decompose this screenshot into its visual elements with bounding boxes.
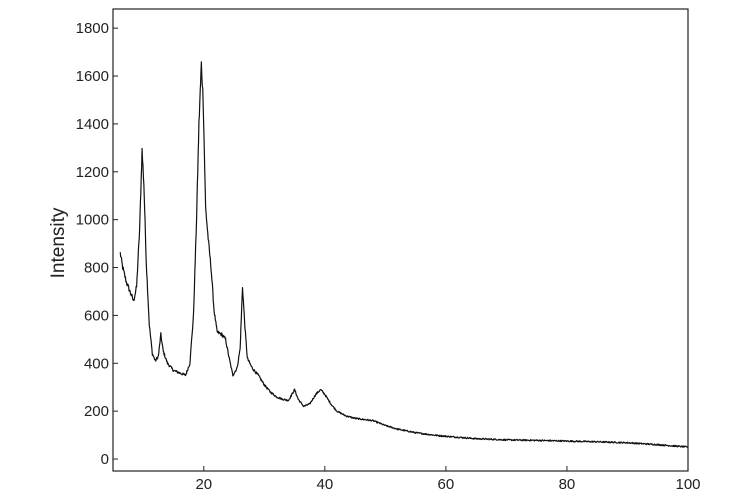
x-tick-label: 80 [559, 476, 576, 493]
x-tick-label: 60 [438, 476, 455, 493]
y-tick-label: 1600 [76, 68, 109, 85]
y-tick-label: 600 [84, 307, 109, 324]
x-tick-label: 40 [316, 476, 333, 493]
x-tick-label: 20 [195, 476, 212, 493]
y-tick-label: 800 [84, 260, 109, 277]
y-tick-label: 0 [101, 451, 109, 468]
y-tick-label: 400 [84, 355, 109, 372]
plot-area [112, 8, 689, 472]
y-tick-label: 1200 [76, 164, 109, 181]
y-tick-label: 1800 [76, 20, 109, 37]
y-axis-ticks: 0 200 400 600 800 1000 1200 1400 1600 1800 [76, 20, 118, 468]
y-tick-label: 200 [84, 403, 109, 420]
y-tick-label: 1000 [76, 212, 109, 229]
x-tick-label: 100 [675, 476, 700, 493]
x-axis-ticks: 20 40 60 80 100 [195, 466, 701, 493]
series-line-intensity [119, 61, 689, 448]
y-axis-title: Intensity [48, 207, 69, 278]
y-tick-label: 1400 [76, 116, 109, 133]
